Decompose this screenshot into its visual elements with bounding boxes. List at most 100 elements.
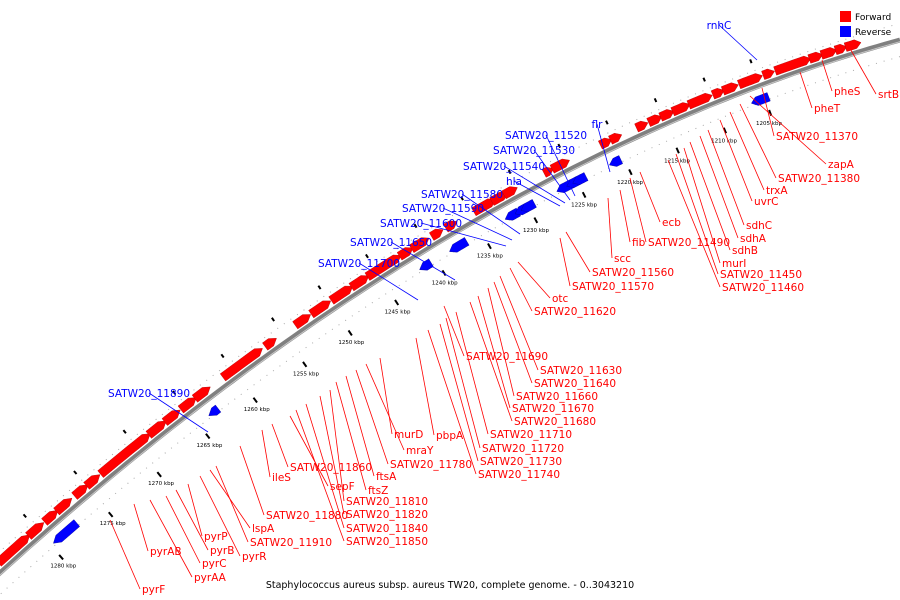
forward-gene xyxy=(807,51,824,64)
forward-gene-label: otc xyxy=(552,293,569,305)
forward-gene-label: SATW20_11490 xyxy=(648,237,730,249)
forward-gene xyxy=(0,534,31,567)
tick-label: 1265 kbp xyxy=(196,443,222,449)
leader-line xyxy=(439,323,479,462)
reverse-gene xyxy=(53,519,80,544)
tick-mark xyxy=(675,147,680,154)
forward-gene-label: fib xyxy=(632,237,646,249)
forward-gene-label: SATW20_11380 xyxy=(778,173,860,185)
forward-gene-label: SATW20_11840 xyxy=(346,523,428,535)
forward-gene-label: ftsZ xyxy=(368,485,388,497)
leader-line xyxy=(271,423,289,468)
forward-gene-label: pbpA xyxy=(436,430,464,442)
forward-gene xyxy=(308,300,331,319)
leader-line xyxy=(707,129,745,226)
forward-gene-label: SATW20_11910 xyxy=(250,537,332,549)
forward-gene xyxy=(737,73,763,90)
leader-line xyxy=(509,267,533,312)
forward-gene-label: SATW20_11630 xyxy=(540,365,622,377)
leader-line xyxy=(513,180,561,207)
leader-line xyxy=(209,469,251,529)
reverse-strand-dots xyxy=(0,56,900,595)
forward-gene xyxy=(646,114,663,127)
reverse-gene-label: SATW20_11540 xyxy=(463,161,545,173)
tick-mark-inner xyxy=(557,143,562,149)
leader-line xyxy=(358,262,419,301)
forward-gene-label: murD xyxy=(394,429,423,441)
forward-gene xyxy=(686,92,713,110)
reverse-gene xyxy=(572,172,589,185)
tick-mark-inner xyxy=(172,390,177,395)
forward-gene xyxy=(328,285,354,305)
leader-line xyxy=(689,141,731,251)
forward-gene xyxy=(292,314,311,330)
reverse-gene xyxy=(449,237,470,253)
forward-gene xyxy=(710,88,725,100)
leader-line xyxy=(335,381,367,491)
forward-gene-label: SATW20_11460 xyxy=(722,282,804,294)
leader-line xyxy=(667,159,721,288)
tick-mark-inner xyxy=(271,317,275,322)
tick-label: 1250 kbp xyxy=(338,340,364,346)
leader-line xyxy=(199,475,241,557)
leader-line xyxy=(319,395,345,515)
forward-gene-label: sdhC xyxy=(746,220,772,232)
leader-line xyxy=(420,222,507,247)
forward-gene-label: SATW20_11570 xyxy=(572,281,654,293)
tick-mark xyxy=(441,269,447,276)
leader-line xyxy=(559,237,571,287)
forward-gene-label: sepF xyxy=(330,481,355,493)
forward-gene-label: pyrAA xyxy=(194,572,227,584)
leader-line xyxy=(289,415,329,487)
forward-gene-label: SATW20_11720 xyxy=(482,443,564,455)
forward-gene-label: srtB xyxy=(878,89,899,101)
leader-line xyxy=(445,317,481,449)
forward-gene xyxy=(262,338,277,351)
leader-line xyxy=(133,503,149,552)
tick-label: 1205 kbp xyxy=(756,121,782,127)
tick-mark xyxy=(628,169,633,176)
forward-gene-label: pyrC xyxy=(202,558,227,570)
forward-gene xyxy=(161,409,181,426)
tick-label: 1210 kbp xyxy=(711,139,737,145)
tick-mark xyxy=(533,217,539,224)
forward-gene xyxy=(219,348,263,382)
leader-line xyxy=(149,499,193,578)
leader-line xyxy=(305,403,345,529)
forward-gene-label: SATW20_11780 xyxy=(390,459,472,471)
reverse-gene xyxy=(751,92,771,106)
tick-label: 1280 kbp xyxy=(50,563,76,569)
leader-line xyxy=(477,295,511,409)
reverse-gene-label: flr xyxy=(592,119,604,131)
forward-gene xyxy=(819,47,838,60)
forward-gene xyxy=(670,102,691,117)
leader-line xyxy=(847,44,877,95)
leader-line xyxy=(503,165,566,204)
forward-gene-label: SATW20_11850 xyxy=(346,536,428,548)
leader-line xyxy=(517,261,551,299)
legend-forward-label: Forward xyxy=(855,13,891,23)
leader-line xyxy=(493,281,533,384)
leader-line xyxy=(109,519,141,590)
forward-gene xyxy=(773,55,812,76)
forward-gene-label: murI xyxy=(722,258,746,270)
forward-gene-label: pheS xyxy=(834,86,861,98)
forward-gene-label: SATW20_11620 xyxy=(534,306,616,318)
forward-gene-label: SATW20_11640 xyxy=(534,378,616,390)
forward-gene xyxy=(53,497,73,516)
forward-gene xyxy=(71,484,89,500)
tick-label: 1235 kbp xyxy=(477,254,503,260)
forward-gene xyxy=(608,132,623,145)
forward-gene-label: sdhA xyxy=(740,233,767,245)
forward-gene xyxy=(634,120,649,133)
tick-mark xyxy=(302,361,308,368)
tick-mark xyxy=(347,329,353,337)
forward-gene-label: SATW20_11690 xyxy=(466,351,548,363)
leader-line xyxy=(821,59,833,92)
forward-gene xyxy=(348,275,370,292)
forward-gene-label: SATW20_11450 xyxy=(720,269,802,281)
forward-gene-label: SATW20_11860 xyxy=(290,462,372,474)
forward-gene-label: ftsA xyxy=(376,471,397,483)
leader-line xyxy=(619,189,631,243)
tick-mark-inner xyxy=(220,353,225,359)
